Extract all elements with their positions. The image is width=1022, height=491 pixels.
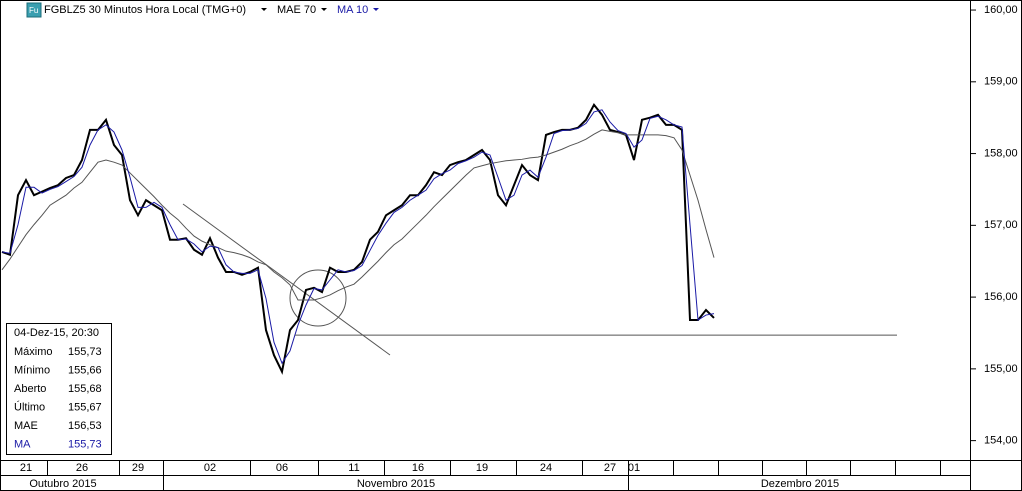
y-tick-label: 157,00 — [984, 219, 1018, 231]
series-line — [1, 129, 715, 301]
dropdown-arrow[interactable] — [321, 8, 327, 11]
y-tick-label: 154,00 — [984, 435, 1018, 447]
series-line — [1, 109, 715, 365]
x-tick-label: 16 — [412, 462, 424, 474]
info-label: Aberto — [14, 383, 46, 395]
month-label: Novembro 2015 — [357, 478, 435, 490]
legend-entry[interactable]: MA 10 — [337, 4, 368, 16]
trend-line — [182, 203, 391, 356]
date-separators — [47, 460, 941, 491]
month-label: Dezembro 2015 — [761, 478, 839, 490]
y-tick-label: 156,00 — [984, 291, 1018, 303]
highlight-circle — [289, 269, 347, 327]
dropdown-arrow[interactable] — [373, 8, 379, 11]
series-line — [1, 102, 715, 375]
info-box: 04-Dez-15, 20:30 Máximo 155,73 Mínimo 155,6… — [6, 323, 112, 455]
info-title: 04-Dez-15, 20:30 — [14, 327, 99, 339]
y-tick-label: 160,00 — [984, 4, 1018, 16]
x-tick-label: 01 — [628, 462, 640, 474]
y-tick-label: 159,00 — [984, 76, 1018, 88]
info-value: 155,73 — [68, 438, 102, 450]
icon-glyph: Fu — [29, 6, 38, 15]
x-tick-label: 21 — [20, 462, 32, 474]
dropdown-arrow[interactable] — [261, 8, 267, 11]
legend-entry[interactable]: MAE 70 — [277, 4, 316, 16]
x-tick-label: 26 — [76, 462, 88, 474]
info-value: 155,73 — [68, 346, 102, 358]
chart-title[interactable]: FGBLZ5 30 Minutos Hora Local (TMG+0) — [44, 4, 246, 16]
info-box-frame — [6, 323, 112, 455]
symbol-icon — [26, 2, 42, 18]
info-label: Máximo — [14, 346, 53, 358]
info-label: MAE — [14, 420, 38, 432]
x-tick-label: 02 — [204, 462, 216, 474]
info-value: 155,67 — [68, 401, 102, 413]
y-tick-label: 158,00 — [984, 147, 1018, 159]
x-tick-label: 27 — [604, 462, 616, 474]
info-value: 156,53 — [68, 420, 102, 432]
info-label: MA — [14, 438, 31, 450]
x-tick-label: 24 — [540, 462, 552, 474]
info-value: 155,68 — [68, 383, 102, 395]
x-tick-label: 29 — [132, 462, 144, 474]
x-tick-label: 19 — [476, 462, 488, 474]
info-label: Último — [14, 400, 45, 413]
month-label: Outubro 2015 — [29, 478, 96, 490]
x-tick-label: 11 — [348, 462, 359, 474]
y-tick-label: 155,00 — [984, 363, 1018, 375]
info-label: Mínimo — [14, 364, 50, 376]
header: Fu FGBLZ5 30 Minutos Hora Local (TMG+0) … — [26, 2, 379, 18]
info-value: 155,66 — [68, 364, 102, 376]
x-tick-label: 06 — [276, 462, 288, 474]
